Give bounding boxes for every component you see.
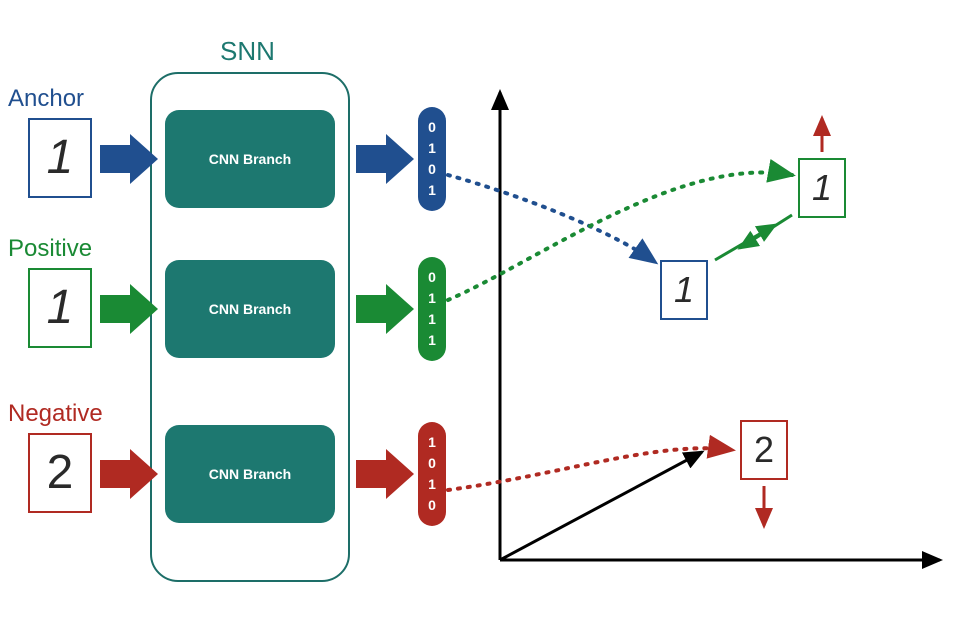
chart-black-vector xyxy=(500,452,702,560)
code-digit: 0 xyxy=(428,117,436,138)
positive-digit: 1 xyxy=(47,284,74,332)
anchor-code: 0 1 0 1 xyxy=(418,107,446,211)
anchor-digit: 1 xyxy=(47,134,74,182)
cnn-branch-label-2: CNN Branch xyxy=(209,301,291,317)
chart-anchor-box: 1 xyxy=(660,260,708,320)
code-digit: 0 xyxy=(428,495,436,516)
negative-label: Negative xyxy=(8,400,103,428)
svg-overlay xyxy=(0,0,953,629)
attract-arrow-2 xyxy=(740,215,792,248)
positive-dotted-curve xyxy=(448,172,792,300)
code-digit: 1 xyxy=(428,309,436,330)
snn-title: SNN xyxy=(220,36,275,67)
code-digit: 1 xyxy=(428,330,436,351)
chart-positive-box: 1 xyxy=(798,158,846,218)
code-digit: 0 xyxy=(428,267,436,288)
anchor-dotted-curve xyxy=(448,175,655,262)
code-digit: 1 xyxy=(428,180,436,201)
chart-negative-box: 2 xyxy=(740,420,788,480)
negative-code: 1 0 1 0 xyxy=(418,422,446,526)
positive-label: Positive xyxy=(8,235,92,263)
cnn-branch-anchor: CNN Branch xyxy=(165,110,335,208)
cnn-branch-negative: CNN Branch xyxy=(165,425,335,523)
code-digit: 0 xyxy=(428,453,436,474)
negative-digit: 2 xyxy=(47,449,74,497)
chart-positive-digit: 1 xyxy=(812,167,832,209)
code-digit: 1 xyxy=(428,138,436,159)
cnn-branch-label-3: CNN Branch xyxy=(209,466,291,482)
code-digit: 1 xyxy=(428,288,436,309)
cnn-branch-label-1: CNN Branch xyxy=(209,151,291,167)
code-digit: 1 xyxy=(428,432,436,453)
negative-digit-box: 2 xyxy=(28,433,92,513)
positive-arrow-2 xyxy=(356,284,414,334)
negative-arrow-2 xyxy=(356,449,414,499)
anchor-arrow-2 xyxy=(356,134,414,184)
cnn-branch-positive: CNN Branch xyxy=(165,260,335,358)
attract-arrow-1 xyxy=(715,225,775,260)
anchor-label: Anchor xyxy=(8,85,84,113)
anchor-digit-box: 1 xyxy=(28,118,92,198)
positive-digit-box: 1 xyxy=(28,268,92,348)
code-digit: 1 xyxy=(428,474,436,495)
chart-anchor-digit: 1 xyxy=(674,269,694,311)
chart-negative-digit: 2 xyxy=(754,429,774,471)
negative-dotted-curve xyxy=(448,448,732,490)
positive-code: 0 1 1 1 xyxy=(418,257,446,361)
code-digit: 0 xyxy=(428,159,436,180)
